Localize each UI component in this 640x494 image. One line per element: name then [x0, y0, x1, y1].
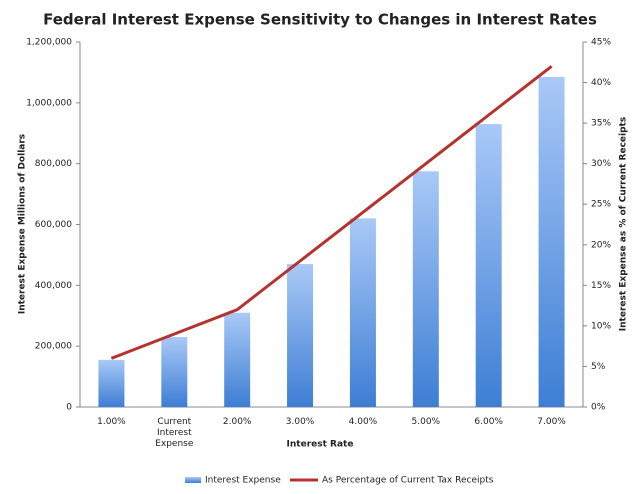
- y2-tick-label: 40%: [591, 78, 611, 88]
- y2-tick-label: 30%: [591, 159, 611, 169]
- x-tick-label: 4.00%: [348, 417, 378, 427]
- bar: [287, 264, 314, 407]
- y-axis-label: Interest Expense Millions of Dollars: [18, 134, 28, 314]
- x-tick-label: 3.00%: [285, 417, 315, 427]
- x-tick-label: 7.00%: [537, 417, 566, 427]
- y2-tick-label: 5%: [591, 362, 606, 372]
- bar: [224, 312, 251, 407]
- x-tick-label: 1.00%: [97, 417, 126, 427]
- bar: [475, 124, 502, 407]
- y2-tick-label: 20%: [591, 240, 611, 250]
- bar: [98, 359, 125, 407]
- bar: [349, 218, 376, 407]
- y2-tick-label: 45%: [591, 38, 611, 48]
- y2-tick-label: 10%: [591, 321, 611, 331]
- y2-tick-label: 0%: [591, 403, 606, 413]
- y-tick-label: 200,000: [35, 342, 72, 352]
- legend-label: Interest Expense: [205, 476, 281, 486]
- bar: [412, 171, 439, 407]
- x-tick-label: Current Interest Expense: [155, 417, 194, 449]
- y2-tick-label: 15%: [591, 281, 611, 291]
- chart-title: Federal Interest Expense Sensitivity to …: [43, 11, 597, 29]
- y-tick-label: 1,000,000: [26, 98, 72, 108]
- y2-axis-label: Interest Expense as % of Current Receipt…: [619, 117, 629, 331]
- y-tick-label: 0: [66, 403, 72, 413]
- y-tick-label: 400,000: [35, 281, 72, 291]
- legend-swatch: [185, 477, 201, 483]
- y2-tick-label: 35%: [591, 119, 611, 129]
- bar: [161, 337, 188, 407]
- y-tick-label: 600,000: [35, 220, 72, 230]
- bar: [538, 76, 565, 408]
- x-tick-label: 6.00%: [474, 417, 503, 427]
- x-axis-label: Interest Rate: [287, 440, 354, 450]
- x-tick-label: 2.00%: [222, 417, 252, 427]
- legend-label: As Percentage of Current Tax Receipts: [322, 476, 494, 486]
- y-tick-label: 800,000: [35, 159, 72, 169]
- line: [110, 65, 553, 360]
- x-tick-label: 5.00%: [411, 417, 441, 427]
- y2-tick-label: 25%: [591, 200, 611, 210]
- y-tick-label: 1,200,000: [26, 38, 72, 48]
